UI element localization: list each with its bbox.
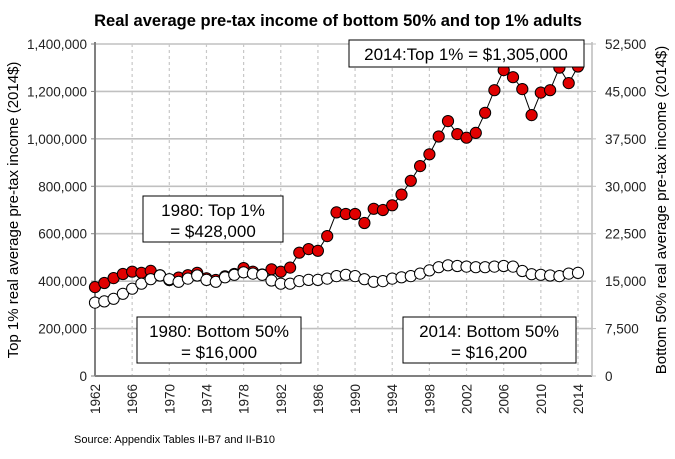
y-tick-label: 600,000 bbox=[38, 227, 87, 242]
bottom-50pct-point bbox=[126, 282, 139, 295]
top-1pct-point bbox=[414, 160, 427, 173]
x-tick-label: 2014 bbox=[571, 384, 586, 415]
top-1pct-point bbox=[441, 115, 455, 128]
top-1pct-point bbox=[525, 109, 538, 122]
x-tick-labels: 1962 1966 1970 1974 1978 1982 1986 1990 1994 1998… bbox=[88, 384, 586, 415]
series-bottom-50pct bbox=[88, 259, 585, 309]
top-1pct-line bbox=[94, 66, 579, 288]
top-1pct-point bbox=[506, 71, 520, 84]
top-1pct-point bbox=[98, 276, 111, 290]
y-tick-label: 1,200,000 bbox=[27, 84, 87, 99]
source-note: Source: Appendix Tables II-B7 and II-B10 bbox=[74, 434, 275, 446]
x-tick-label: 1986 bbox=[311, 384, 326, 414]
y2-tick-labels: 0 7,500 15,000 22,500 30,000 37,500 45,000 52,5… bbox=[605, 37, 646, 384]
y-tick-label: 1,400,000 bbox=[27, 37, 87, 52]
y-axis-label: Top 1% real average pre-tax income (2014… bbox=[5, 62, 22, 359]
y-tick-labels: 0 200,000 400,000 600,000 800,000 1,000,000 1,… bbox=[27, 37, 87, 384]
top-1pct-point bbox=[562, 77, 575, 90]
top-1pct-point bbox=[432, 130, 445, 143]
top-1pct-point bbox=[488, 84, 501, 97]
y-tick-label: 800,000 bbox=[38, 179, 87, 194]
y2-tick-label: 15,000 bbox=[605, 274, 646, 289]
annotation-2014-bottom: 2014: Bottom 50% = $16,200 bbox=[402, 316, 577, 364]
annotation-1980-top: 1980: Top 1% = $428,000 bbox=[142, 195, 284, 243]
axes bbox=[91, 42, 596, 377]
top-1pct-point bbox=[404, 174, 417, 187]
top-1pct-point bbox=[386, 199, 399, 212]
top-1pct-point bbox=[469, 126, 482, 139]
x-tick-label: 2010 bbox=[534, 384, 549, 414]
y-tick-label: 0 bbox=[79, 369, 87, 384]
annotation-2014-top-text: 2014:Top 1% = $1,305,000 bbox=[364, 45, 568, 64]
top-1pct-point bbox=[544, 84, 557, 97]
y2-tick-label: 37,500 bbox=[605, 132, 646, 147]
top-1pct-point bbox=[311, 244, 324, 257]
series-top-1pct bbox=[88, 60, 585, 294]
bottom-50pct-point bbox=[107, 292, 120, 305]
chart-title: Real average pre-tax income of bottom 50… bbox=[94, 12, 582, 30]
annotation-1980-top-line2: = $428,000 bbox=[170, 222, 256, 241]
top-1pct-point bbox=[321, 230, 334, 243]
annotation-1980-bottom: 1980: Bottom 50% = $16,000 bbox=[136, 316, 302, 364]
x-tick-label: 1974 bbox=[199, 384, 214, 415]
x-tick-label: 2002 bbox=[460, 384, 475, 414]
annotation-1980-top-line1: 1980: Top 1% bbox=[161, 201, 265, 220]
x-tick-label: 1962 bbox=[88, 384, 103, 414]
x-tick-label: 1982 bbox=[274, 384, 289, 414]
y2-axis-label: Bottom 50% real average pre-tax income (… bbox=[653, 46, 670, 375]
y2-tick-label: 52,500 bbox=[605, 37, 646, 52]
x-tick-label: 1966 bbox=[125, 384, 140, 414]
x-tick-label: 1990 bbox=[348, 384, 363, 414]
x-tick-label: 2006 bbox=[497, 384, 512, 414]
y2-tick-label: 30,000 bbox=[605, 179, 646, 194]
annotation-1980-bottom-line2: = $16,000 bbox=[181, 343, 257, 362]
x-tick-label: 1978 bbox=[237, 384, 252, 414]
bottom-50pct-point bbox=[116, 287, 130, 300]
y2-tick-label: 0 bbox=[605, 369, 613, 384]
annotation-1980-bottom-line1: 1980: Bottom 50% bbox=[149, 322, 289, 341]
top-1pct-point bbox=[395, 188, 408, 201]
annotation-2014-top: 2014:Top 1% = $1,305,000 bbox=[348, 39, 585, 68]
bottom-50pct-point bbox=[256, 268, 269, 281]
top-1pct-point bbox=[284, 261, 297, 274]
y-tick-label: 400,000 bbox=[38, 274, 87, 289]
annotation-2014-bottom-line1: 2014: Bottom 50% bbox=[419, 322, 559, 341]
x-tick-label: 1994 bbox=[385, 384, 400, 415]
top-1pct-point bbox=[349, 207, 362, 221]
y2-tick-label: 22,500 bbox=[605, 227, 646, 242]
x-tick-label: 1998 bbox=[422, 384, 437, 414]
y2-tick-label: 7,500 bbox=[605, 322, 639, 337]
top-1pct-point bbox=[479, 106, 492, 119]
annotation-2014-bottom-line2: = $16,200 bbox=[451, 343, 527, 362]
y2-tick-label: 45,000 bbox=[605, 84, 646, 99]
y-tick-label: 1,000,000 bbox=[27, 132, 87, 147]
top-1pct-point bbox=[358, 216, 371, 230]
bottom-50pct-point bbox=[571, 266, 585, 279]
y-tick-label: 200,000 bbox=[38, 322, 87, 337]
x-tick-label: 1970 bbox=[162, 384, 177, 414]
top-1pct-point bbox=[516, 83, 529, 96]
top-1pct-point bbox=[423, 148, 436, 161]
